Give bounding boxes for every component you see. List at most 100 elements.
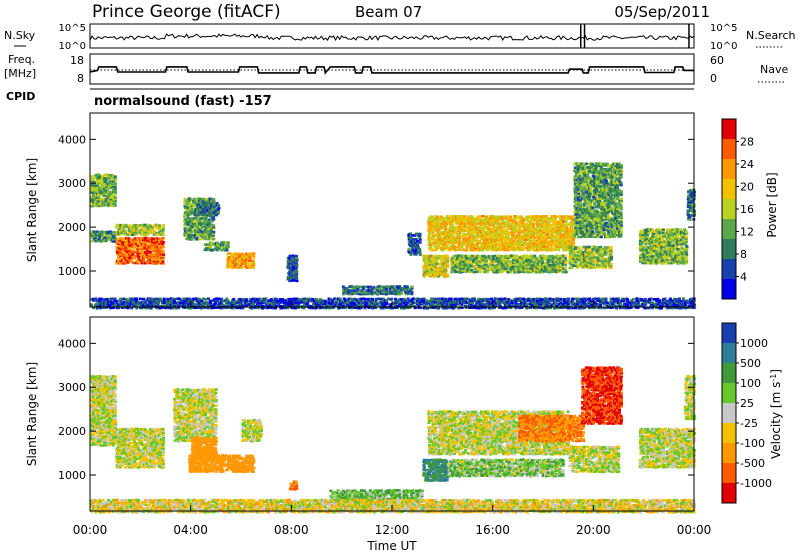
power-cell: [587, 178, 591, 182]
power-cell: [619, 192, 623, 196]
power-cell: [495, 260, 499, 263]
power-cell: [156, 256, 160, 260]
power-cell: [575, 197, 578, 200]
power-cell: [546, 248, 550, 252]
power-cell: [616, 209, 620, 213]
power-cell: [217, 243, 221, 246]
power-cell: [525, 243, 529, 247]
power-cell: [603, 190, 607, 193]
power-cell: [351, 287, 355, 290]
power-cell: [183, 206, 187, 210]
power-cell: [558, 229, 562, 232]
power-cell: [208, 243, 212, 246]
power-cell: [562, 248, 566, 252]
power-cell: [428, 263, 432, 267]
power-cell: [598, 195, 602, 199]
power-cell: [510, 233, 514, 236]
power-cell: [539, 238, 543, 241]
power-cell: [594, 186, 598, 190]
power-cell: [619, 233, 623, 237]
power-cell: [465, 257, 469, 261]
power-cell: [396, 292, 399, 296]
power-cell: [590, 262, 594, 266]
power-cell: [588, 252, 591, 255]
power-cell: [123, 259, 126, 263]
power-cell: [541, 231, 545, 234]
power-cell: [522, 267, 526, 270]
power-cell: [112, 231, 116, 234]
power-cell: [194, 207, 198, 211]
power-cell: [596, 195, 600, 199]
power-cell: [110, 194, 114, 198]
power-cell: [619, 215, 623, 218]
power-cell: [535, 236, 539, 240]
power-cell: [588, 183, 592, 187]
power-cell: [591, 257, 595, 261]
power-cell: [475, 258, 479, 261]
power-cell: [577, 217, 581, 221]
power-cell: [560, 227, 564, 231]
power-cell: [446, 275, 450, 278]
power-cell: [544, 217, 548, 220]
power-cell: [517, 243, 521, 247]
power-cell: [596, 172, 600, 176]
power-cell: [458, 247, 462, 250]
power-cell: [144, 225, 147, 229]
power-cell: [667, 230, 671, 233]
power-cell: [488, 239, 492, 243]
power-cell: [464, 269, 468, 272]
power-cell: [286, 265, 290, 269]
power-cell: [156, 258, 160, 261]
power-cell: [105, 190, 109, 194]
power-cell: [208, 221, 212, 225]
power-cell: [429, 259, 433, 263]
power-cell: [598, 211, 602, 214]
power-cell: [595, 257, 599, 261]
power-cell: [550, 249, 553, 252]
power-cell: [510, 247, 514, 250]
power-cell: [607, 247, 611, 251]
power-cell: [601, 221, 605, 225]
power-cell: [143, 242, 147, 245]
power-cell: [483, 234, 487, 238]
power-cell: [367, 292, 371, 296]
power-cell: [551, 265, 555, 269]
power-cell: [497, 261, 500, 265]
power-cell: [252, 252, 256, 255]
power-cell: [620, 222, 623, 225]
freq-left-tick-top: 18: [70, 54, 84, 67]
power-cell: [557, 263, 561, 267]
power-cell: [497, 254, 501, 257]
power-cell: [503, 226, 507, 229]
power-cell: [450, 263, 454, 267]
power-cell: [506, 219, 510, 222]
power-cell: [452, 229, 456, 232]
power-cell: [579, 185, 583, 188]
power-cell: [575, 198, 578, 202]
power-cell: [429, 238, 433, 241]
power-cell: [578, 221, 582, 225]
power-cell: [549, 266, 553, 270]
power-cell: [476, 218, 480, 222]
power-cell: [101, 238, 105, 241]
power-cell: [190, 204, 194, 208]
power-cell: [598, 230, 602, 234]
power-cell: [237, 264, 241, 267]
power-cell: [500, 267, 504, 270]
power-cell: [389, 287, 393, 290]
power-cell: [394, 289, 398, 292]
power-cell: [535, 246, 539, 250]
power-cell: [570, 266, 574, 270]
power-cell: [551, 216, 555, 220]
power-cell: [544, 261, 547, 265]
power-cell: [658, 260, 662, 263]
power-cell: [112, 199, 116, 202]
power-cell: [536, 223, 540, 227]
power-cell: [513, 234, 517, 238]
power-cell: [514, 236, 518, 239]
power-cell: [431, 224, 435, 227]
power-cell: [586, 218, 590, 221]
power-cell: [596, 260, 600, 264]
power-cell: [563, 215, 566, 219]
power-cell: [475, 259, 479, 263]
